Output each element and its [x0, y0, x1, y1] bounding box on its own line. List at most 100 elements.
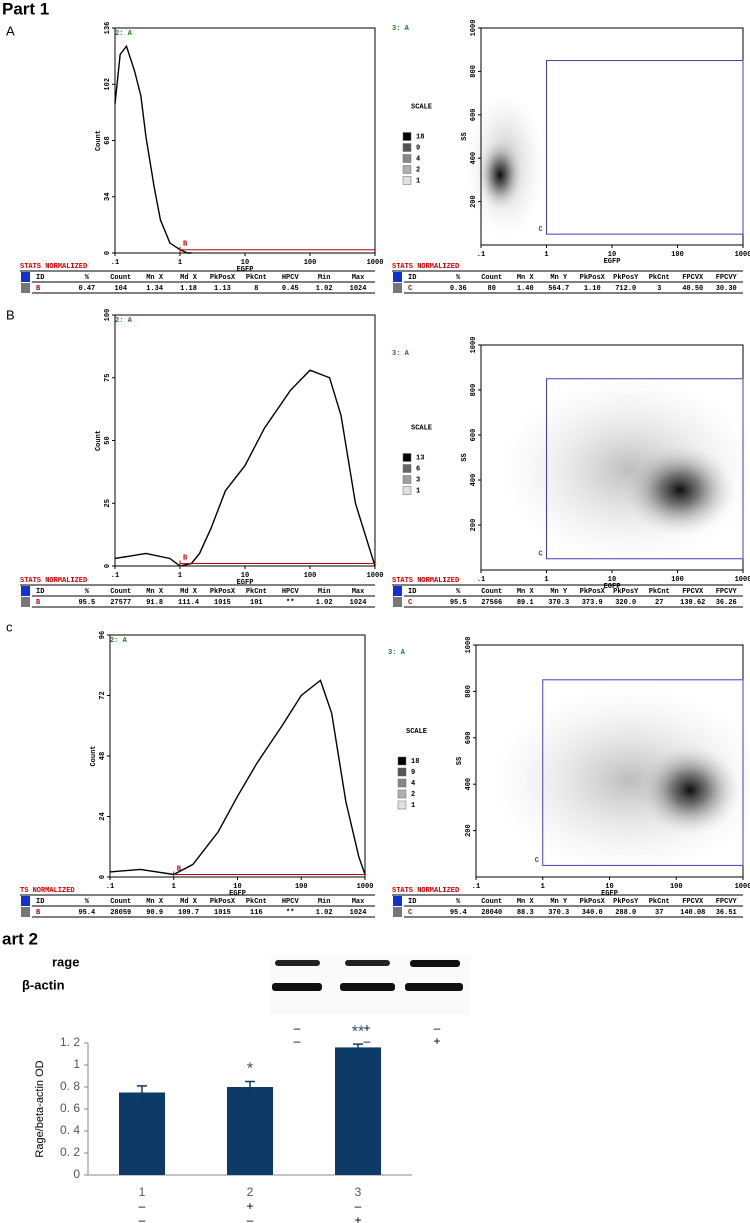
x-tick-label: 100 [671, 251, 684, 259]
part-title: art 2 [2, 929, 38, 948]
table-cell: 27577 [110, 599, 131, 607]
y-tick-label: 34 [104, 193, 112, 201]
x-tick-label: .1 [477, 576, 485, 584]
table-cell: ** [286, 599, 294, 607]
table-icon [21, 586, 30, 596]
table-cell: 0.36 [450, 285, 467, 293]
x-tick-label: 10 [233, 883, 241, 891]
table-cell: C [408, 599, 412, 607]
part-title: Part 1 [2, 0, 49, 18]
x-tick-label: 1000 [735, 883, 750, 891]
x-tick-label: 1 [178, 572, 182, 580]
blot-label: rage [52, 954, 79, 969]
table-header: ID [408, 274, 416, 282]
table-header: Min [318, 588, 331, 596]
table-cell: 95.5 [450, 599, 467, 607]
table-header: Mn X [146, 274, 164, 282]
table-cell: 89.1 [517, 599, 534, 607]
table-cell: 95.4 [450, 909, 467, 917]
scale-swatch [397, 778, 407, 788]
scale-swatch [402, 154, 412, 163]
table-header: Count [110, 274, 131, 282]
table-cell: 1015 [214, 599, 231, 607]
significance: ** [352, 1023, 364, 1040]
histogram-line [114, 369, 376, 567]
y-tick-label: 0. 4 [60, 1123, 80, 1137]
table-header: FPCVX [682, 588, 704, 596]
y-tick-label: 102 [104, 78, 112, 91]
gate-label: C [535, 857, 539, 865]
table-header: ID [36, 588, 44, 596]
table-cell: 370.3 [548, 599, 569, 607]
table-cell: 30.30 [716, 285, 737, 293]
y-tick-label: 0. 2 [60, 1145, 80, 1159]
table-cell: 320.0 [615, 599, 636, 607]
table-header: Min [318, 274, 331, 282]
table-header: % [85, 588, 90, 596]
table-cell: 1.02 [316, 599, 333, 607]
condition-sign: – [139, 1199, 146, 1213]
x-tick-label: 1 [178, 259, 182, 267]
table-header: PkPosY [613, 898, 639, 906]
blot-sign: + [363, 1021, 370, 1035]
error-bar [353, 1043, 363, 1051]
table-header: PkCnt [649, 588, 670, 596]
table-cell: ** [286, 909, 294, 917]
table-cell: B [36, 285, 41, 293]
y-axis-label: SS [461, 132, 469, 140]
x-tick-label: 100 [671, 576, 684, 584]
table-header: PkCnt [246, 588, 267, 596]
y-tick-label: 400 [465, 778, 473, 791]
table-cell: 90.9 [146, 909, 163, 917]
blot-band [340, 983, 395, 991]
scale-swatch [397, 800, 407, 810]
table-header: PkPosY [613, 274, 639, 282]
x-tick-label: 10 [605, 883, 613, 891]
table-cell: 95.5 [78, 599, 95, 607]
y-tick-label: 0 [104, 251, 112, 255]
table-icon [21, 896, 30, 906]
bar [227, 1087, 273, 1175]
x-tick-label: 1000 [367, 572, 384, 580]
table-header: PkCnt [246, 898, 267, 906]
gate-label: C [539, 226, 543, 234]
panel-label: A [6, 23, 15, 38]
y-axis-label: Count [90, 745, 98, 766]
table-header: PkPosX [580, 898, 606, 906]
table-cell: 0.45 [282, 285, 299, 293]
table-header: FPCVX [682, 274, 704, 282]
x-tick-label: 100 [295, 883, 308, 891]
y-tick-label: 600 [470, 108, 478, 121]
table-cell: 1.18 [180, 285, 197, 293]
table-header: ID [36, 898, 44, 906]
x-tick-label: 1000 [735, 576, 750, 584]
x-tick-label: 2 [247, 1185, 254, 1199]
histogram-line [109, 679, 366, 876]
blot-sign: + [433, 1034, 440, 1048]
scale-level: 1 [416, 177, 420, 185]
table-cell: 101 [250, 599, 263, 607]
y-tick-label: 1 [73, 1057, 80, 1071]
y-tick-label: 800 [470, 384, 478, 397]
table-cell: 91.8 [146, 599, 163, 607]
table-cell: 116 [250, 909, 263, 917]
x-tick-label: 100 [670, 883, 683, 891]
table-cell: 95.4 [78, 909, 95, 917]
y-tick-label: 75 [104, 374, 112, 382]
significance: * [247, 1061, 253, 1078]
plot-frame [109, 634, 366, 878]
condition-sign: + [354, 1213, 361, 1223]
table-header: PkPosX [210, 898, 236, 906]
scale-level: 2 [411, 791, 415, 799]
table-cell: 111.4 [178, 599, 199, 607]
y-tick-label: 1000 [470, 20, 478, 37]
table-icon [21, 283, 30, 293]
table-header: FPCVY [716, 588, 738, 596]
gate [546, 378, 744, 560]
scale-swatch [397, 767, 407, 777]
table-header: Md X [180, 588, 198, 596]
blot-label: β-actin [22, 977, 65, 992]
density-cloud [640, 745, 740, 835]
plot-tag: 3: A [392, 350, 410, 358]
